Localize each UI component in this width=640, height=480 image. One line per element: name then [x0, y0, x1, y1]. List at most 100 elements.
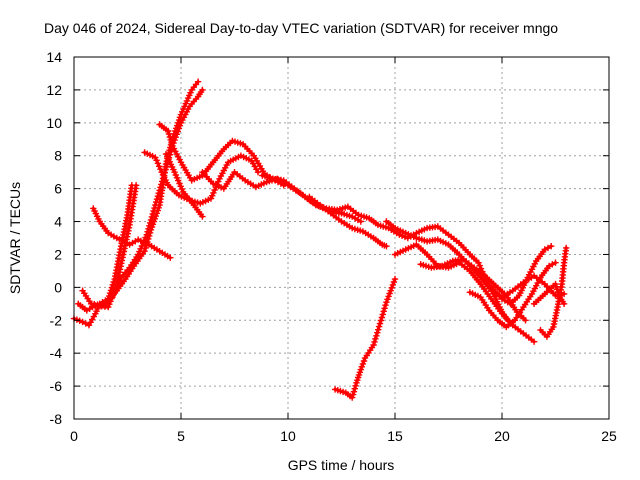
data-point — [177, 194, 181, 197]
data-point — [496, 319, 499, 322]
data-point — [468, 269, 472, 273]
data-point — [271, 177, 275, 180]
data-point — [231, 139, 234, 143]
data-point — [201, 215, 204, 218]
data-point — [119, 276, 123, 279]
data-point — [222, 147, 225, 151]
data-point — [479, 296, 482, 299]
data-point — [308, 195, 311, 199]
data-point — [173, 171, 176, 174]
y-tick-label: 14 — [46, 49, 62, 65]
data-point — [158, 250, 161, 253]
data-point — [201, 88, 204, 92]
data-point — [134, 184, 138, 187]
data-point — [505, 294, 508, 297]
data-point — [196, 80, 200, 83]
data-point — [511, 289, 514, 292]
data-point — [89, 302, 93, 305]
data-point — [532, 340, 536, 343]
data-point — [385, 301, 388, 304]
data-point — [500, 297, 504, 301]
data-point — [479, 276, 482, 279]
y-tick-label: 12 — [46, 82, 62, 98]
data-point — [363, 356, 367, 360]
data-point — [102, 304, 106, 307]
data-point — [539, 276, 542, 279]
data-point — [425, 240, 429, 243]
data-point — [505, 325, 508, 329]
data-point — [314, 203, 317, 207]
data-point — [233, 171, 236, 174]
y-tick-label: 10 — [46, 115, 62, 131]
data-point — [539, 328, 542, 332]
data-point — [107, 231, 110, 235]
series-arc-5 — [109, 86, 206, 301]
data-point — [524, 319, 527, 322]
data-point — [473, 266, 476, 269]
y-axis-label: SDTVAR / TECUs — [7, 182, 23, 294]
data-point — [543, 292, 546, 296]
series-arc-16 — [466, 259, 559, 331]
data-point — [543, 282, 546, 286]
plot-frame — [73, 56, 610, 420]
data-point — [554, 282, 557, 286]
data-point — [530, 292, 534, 296]
data-point — [128, 223, 131, 226]
data-point — [329, 212, 332, 215]
data-point — [554, 261, 557, 264]
data-point — [558, 296, 561, 299]
data-point — [154, 203, 157, 207]
data-point — [494, 284, 497, 287]
data-point — [154, 156, 157, 159]
data-point — [447, 233, 450, 236]
x-tick-label: 20 — [494, 428, 510, 444]
data-point — [87, 324, 91, 327]
data-point — [556, 305, 559, 309]
y-tick-label: -8 — [50, 411, 63, 427]
data-point — [119, 245, 123, 248]
data-point — [137, 253, 140, 256]
data-point — [128, 266, 131, 269]
x-tick-label: 10 — [280, 428, 296, 444]
data-point — [425, 253, 429, 256]
data-point — [500, 312, 504, 315]
y-tick-label: -4 — [50, 345, 63, 361]
data-point — [209, 197, 213, 200]
data-point — [359, 368, 362, 371]
data-point — [488, 309, 491, 312]
data-point — [419, 263, 422, 266]
y-tick-label: 8 — [54, 148, 62, 164]
series-arc-8 — [162, 150, 206, 220]
x-axis-label: GPS time / hours — [288, 457, 395, 473]
data-point — [122, 253, 125, 256]
data-point — [565, 246, 568, 250]
data-point — [340, 220, 343, 223]
data-point — [415, 231, 418, 235]
data-point — [160, 171, 163, 174]
series-group — [70, 78, 570, 401]
data-point — [393, 226, 397, 230]
data-point — [336, 208, 339, 212]
data-point — [351, 215, 354, 218]
plus-markers — [109, 86, 206, 301]
data-point — [393, 253, 397, 256]
data-point — [425, 226, 429, 230]
data-point — [543, 248, 546, 251]
data-point — [226, 161, 230, 164]
data-point — [81, 320, 84, 324]
data-point — [458, 253, 461, 256]
data-point — [447, 243, 450, 246]
data-point — [145, 233, 148, 236]
data-point — [436, 225, 439, 228]
data-point — [107, 305, 110, 309]
data-point — [179, 121, 183, 125]
x-tick-label: 5 — [177, 428, 185, 444]
data-point — [190, 88, 193, 92]
x-tick-label: 25 — [601, 428, 617, 444]
data-point — [167, 184, 170, 187]
series-arc-6 — [141, 149, 262, 207]
data-point — [560, 282, 564, 286]
data-point — [340, 212, 343, 215]
data-point — [351, 226, 354, 230]
data-point — [522, 305, 525, 309]
